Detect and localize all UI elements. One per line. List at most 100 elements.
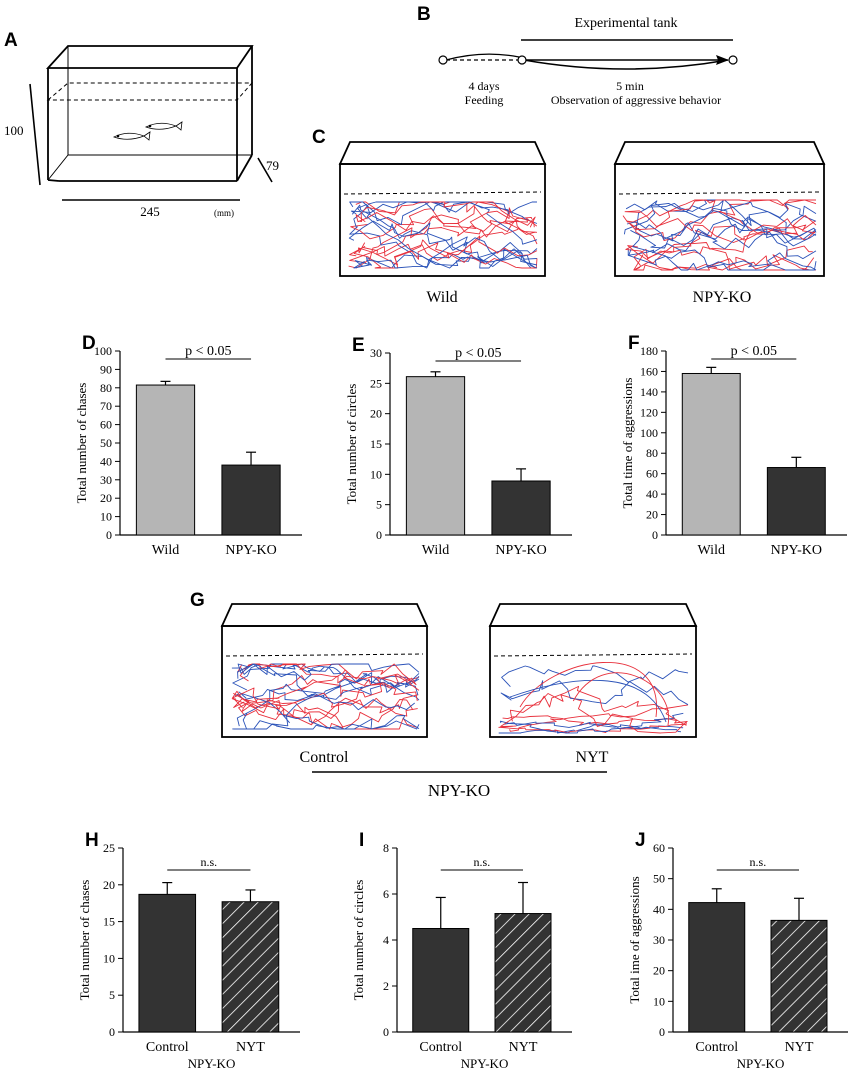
swim-trace: [498, 724, 684, 734]
tank-npy-ko: [613, 141, 826, 277]
category-label: NPY-KO: [495, 543, 546, 558]
panel-label-i: I: [359, 830, 364, 851]
bar-wild: [681, 372, 741, 536]
category-label: NYT: [509, 1040, 538, 1055]
swim-trace: [233, 663, 417, 703]
fish-icon: [112, 121, 183, 141]
significance-label: n.s.: [750, 855, 767, 869]
dimension-unit: (mm): [214, 208, 234, 218]
swim-trace: [625, 215, 817, 259]
swim-trace: [238, 691, 420, 730]
y-tick-label: 2: [383, 979, 389, 993]
chart-i: I 0 2 4 6 8 Total number of circles Control NYT n…: [351, 830, 572, 1071]
y-tick-label: 20: [646, 508, 658, 522]
swim-trace: [350, 206, 533, 240]
y-tick-label: 40: [100, 454, 112, 468]
tank-label-wild: Wild: [426, 289, 457, 306]
bar-control: [138, 893, 197, 1033]
y-tick-label: 100: [94, 344, 112, 358]
bar-nyt: [494, 913, 552, 1033]
swim-trace: [349, 227, 536, 264]
tank-body: [489, 625, 697, 738]
panel-label-a: A: [4, 30, 18, 51]
y-tick-label: 80: [100, 381, 112, 395]
category-label: NPY-KO: [771, 543, 822, 558]
group-label: NPY-KO: [737, 1056, 785, 1071]
swim-trace: [241, 697, 418, 725]
swim-trace: [509, 679, 667, 723]
y-tick-label: 140: [640, 385, 658, 399]
swim-trace: [355, 207, 535, 231]
y-tick-label: 15: [103, 915, 115, 929]
y-tick-label: 60: [646, 467, 658, 481]
swim-trace: [509, 693, 687, 734]
dimension-width: 245: [140, 204, 160, 219]
water-level-line: [493, 653, 693, 657]
swim-trace: [354, 236, 538, 269]
significance-label: p < 0.05: [731, 344, 777, 359]
swim-trace: [633, 254, 817, 271]
panel-label-b: B: [417, 4, 431, 25]
panel-label-h: H: [85, 830, 99, 851]
y-tick-label: 30: [100, 473, 112, 487]
tank-label-npy-ko: NPY-KO: [693, 289, 752, 306]
significance-label: p < 0.05: [185, 344, 231, 359]
swim-trace: [242, 673, 420, 730]
y-tick-label: 160: [640, 364, 658, 378]
tank-nyt: [488, 603, 698, 738]
y-tick-label: 80: [646, 446, 658, 460]
swim-trace: [623, 202, 817, 244]
y-axis-label: Total number of circles: [344, 384, 359, 505]
swim-trace: [231, 690, 414, 730]
dimension-depth: 79: [266, 158, 279, 173]
stage1-line1: 4 days: [469, 79, 500, 93]
swim-trace: [231, 698, 418, 730]
swim-trace: [353, 201, 538, 228]
swim-trace: [500, 680, 689, 706]
y-axis-label: Total time of aggressions: [620, 378, 635, 509]
swim-trace: [628, 199, 816, 231]
panel-label-d: D: [82, 333, 96, 354]
feeding-arc: [445, 53, 520, 61]
swim-trace: [358, 201, 536, 228]
bar-control: [688, 902, 746, 1033]
panel-label-g: G: [190, 590, 205, 611]
panel-b: B Experimental tank 4 days Feeding 5 min…: [417, 4, 738, 107]
y-tick-label: 50: [100, 436, 112, 450]
y-tick-label: 0: [109, 1025, 115, 1039]
swim-trace: [349, 220, 538, 257]
swim-trace: [626, 205, 817, 240]
swim-trace: [237, 663, 420, 681]
bar-control: [412, 928, 470, 1033]
chart-f: F 0 20 40 60 80 100 120 140 160 180 Total time of a…: [620, 333, 847, 558]
swim-trace: [500, 685, 685, 727]
tank-lid: [220, 603, 429, 627]
water-level-line: [225, 653, 424, 657]
swim-trace: [348, 214, 538, 269]
y-tick-label: 0: [659, 1025, 665, 1039]
y-tick-label: 120: [640, 405, 658, 419]
y-tick-label: 40: [646, 487, 658, 501]
tank-label-control: Control: [300, 749, 349, 766]
dimension-height: 100: [4, 123, 24, 138]
tank-body: [221, 625, 428, 738]
swim-trace: [624, 210, 816, 243]
y-tick-label: 10: [653, 994, 665, 1008]
bar-npy-ko: [221, 464, 281, 536]
y-tick-label: 50: [653, 872, 665, 886]
swim-trace: [632, 235, 817, 271]
tank-body: [339, 163, 546, 277]
swim-trace: [239, 663, 420, 691]
chart-h: H 0 5 10 15 20 25 Total number of chases Control…: [77, 830, 300, 1071]
y-tick-label: 70: [100, 399, 112, 413]
y-axis-label: Total ime of aggressions: [627, 876, 642, 1003]
swim-trace: [499, 712, 684, 734]
category-label: NYT: [785, 1040, 814, 1055]
y-tick-label: 6: [383, 887, 389, 901]
bar-npy-ko: [491, 480, 551, 536]
bar-nyt: [221, 901, 280, 1033]
y-tick-label: 60: [100, 418, 112, 432]
y-tick-label: 15: [370, 437, 382, 451]
swim-trace: [572, 672, 669, 726]
swim-trace: [349, 201, 538, 245]
